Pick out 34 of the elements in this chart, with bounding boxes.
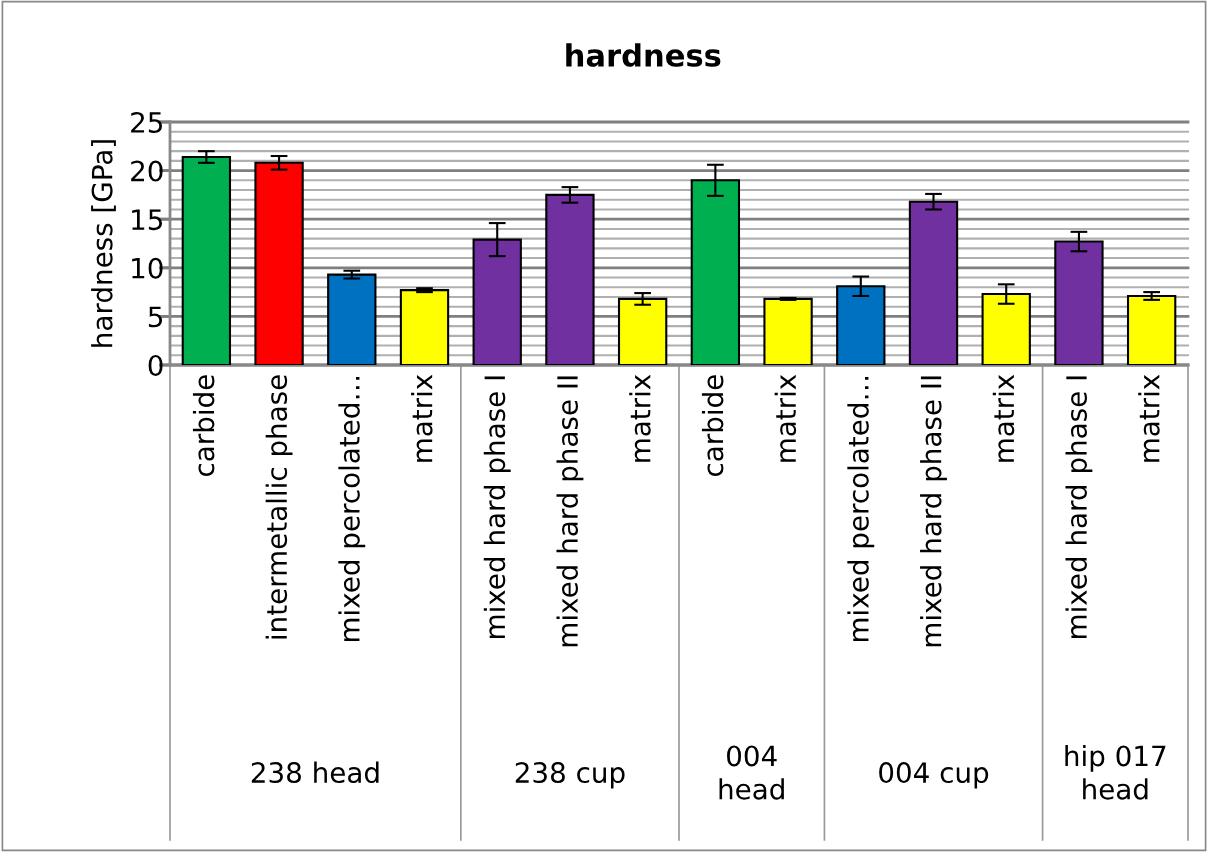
y-tick-label: 0 [148, 354, 163, 376]
bar [181, 155, 232, 365]
y-tick-label: 25 [131, 111, 163, 133]
bar [1126, 294, 1177, 365]
y-tick-label: 20 [131, 160, 163, 182]
bar [763, 297, 813, 365]
x-tick-label: mixed hard phase I [1065, 376, 1093, 638]
x-tick-label: intermetallic phase [265, 375, 293, 639]
bar [254, 161, 304, 365]
x-tick-label: matrix [992, 374, 1015, 462]
x-tick-label: matrix [1138, 374, 1160, 462]
text: 238 head [251, 761, 379, 784]
x-tick-label: mixed percolated… [338, 376, 366, 642]
bar [617, 297, 668, 365]
y-axis-title: hardness [GPa] [91, 140, 116, 347]
y-tick-label: 15 [132, 209, 163, 231]
x-tick-label: mixed hard phase I [483, 376, 511, 638]
x-tick-label: matrix [629, 374, 651, 462]
x-tick-label: matrix [774, 374, 797, 462]
x-tick-label: mixed hard phase II [920, 376, 947, 647]
x-tick-label: carbide [192, 375, 215, 477]
text: 004 cup [879, 762, 989, 789]
y-tick-label: 5 [148, 306, 163, 328]
y-tick-label: 10 [132, 257, 163, 279]
bar [399, 289, 450, 365]
text: 238 cup [515, 762, 625, 789]
x-tick-label: mixed percolated… [847, 376, 875, 642]
text: hip 017 head [1065, 744, 1166, 800]
x-tick-label: carbide [701, 375, 724, 477]
bar [327, 273, 377, 365]
text: 004 head [719, 745, 784, 800]
x-tick-label: mixed hard phase II [556, 376, 584, 647]
x-tick-label: matrix [411, 374, 433, 462]
chart-title: hardness [566, 43, 721, 67]
